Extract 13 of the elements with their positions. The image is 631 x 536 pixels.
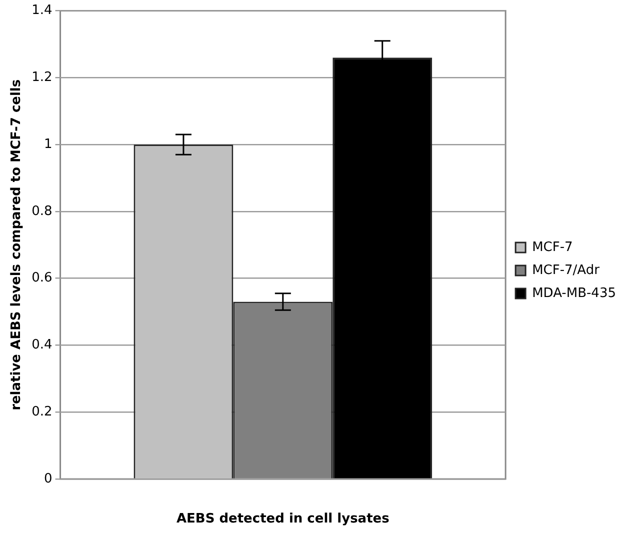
y-tick-label: 0.6 bbox=[32, 270, 52, 286]
y-tick-label: 1.2 bbox=[32, 70, 52, 86]
y-axis-title: relative AEBS levels compared to MCF-7 cells bbox=[9, 79, 24, 410]
x-axis-title: AEBS detected in cell lysates bbox=[176, 512, 390, 527]
legend-label: MCF-7/Adr bbox=[532, 262, 600, 278]
y-tick-label: 1 bbox=[44, 136, 52, 152]
legend-label: MCF-7 bbox=[532, 240, 573, 255]
y-tick-label: 0.2 bbox=[32, 404, 52, 420]
y-tick-label: 0 bbox=[44, 471, 52, 486]
y-tick-label: 1.4 bbox=[32, 3, 52, 18]
y-tick-label: 0.4 bbox=[32, 338, 52, 353]
legend-label: MDA-MB-435 bbox=[532, 286, 616, 301]
y-tick-label: 0.8 bbox=[32, 204, 52, 219]
